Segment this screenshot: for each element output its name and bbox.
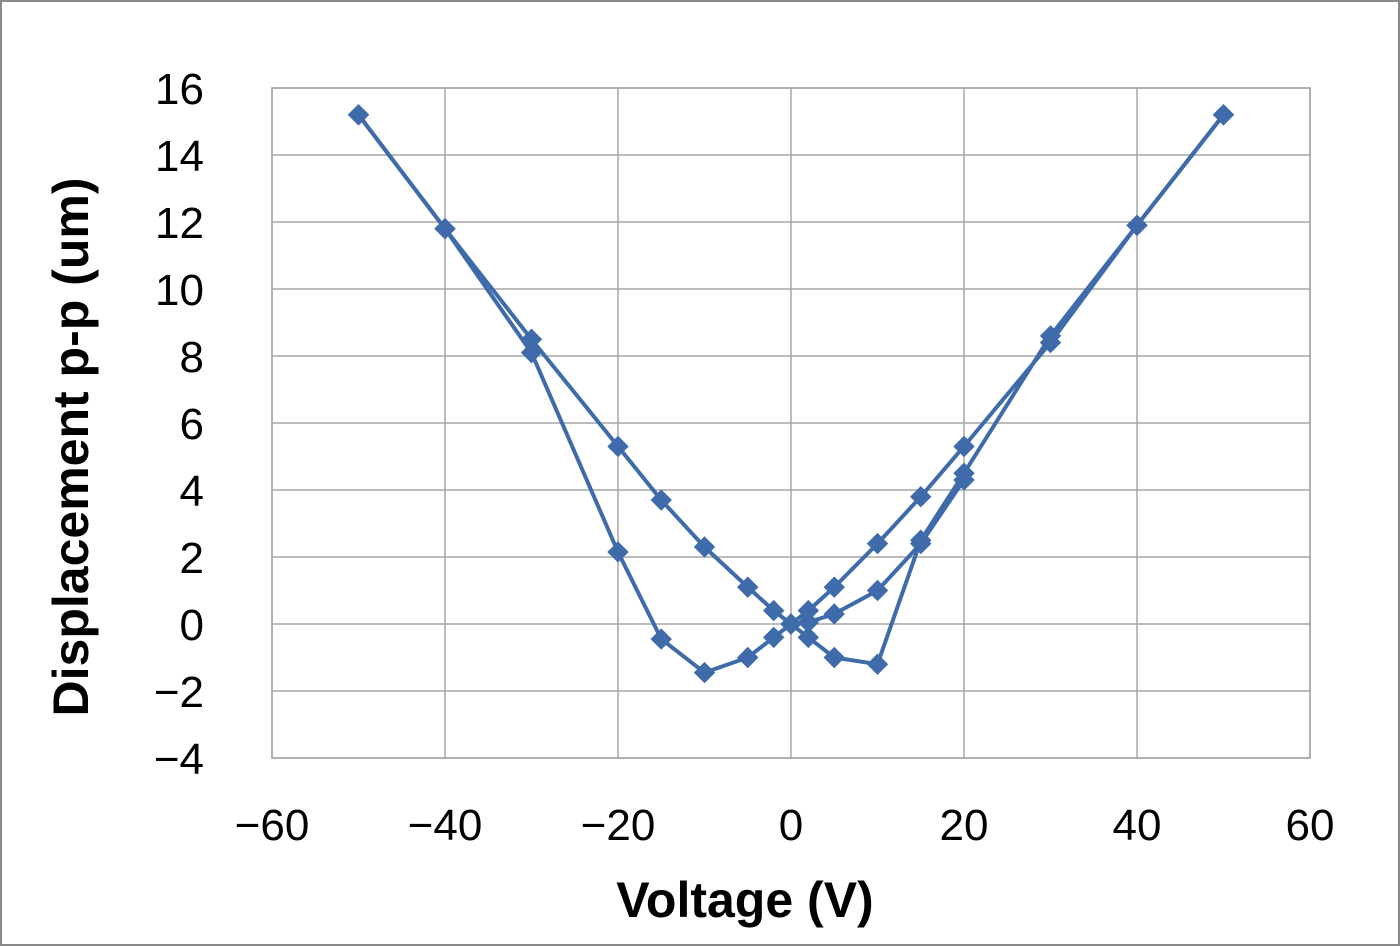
data-point-marker [693,536,716,558]
y-tick-labels: −4 −2 0 2 4 6 8 10 12 14 16 [154,65,204,784]
y-tick-label: 12 [155,199,204,248]
y-tick-label: 14 [155,132,204,181]
data-point-marker [347,104,370,126]
data-point-marker [866,653,889,675]
y-tick-label: −2 [154,668,204,717]
data-point-marker [1212,104,1235,126]
data-point-marker [762,626,785,649]
data-point-marker [434,217,456,240]
x-tick-label: 0 [779,801,803,850]
data-point-marker [953,469,975,491]
data-point-marker [797,611,820,634]
x-axis-title: Voltage (V) [616,872,873,928]
data-point-marker [823,576,845,598]
x-tick-label: −40 [408,801,483,850]
data-point-marker [953,435,975,458]
y-tick-label: 10 [155,266,204,315]
data-point-marker [737,576,759,598]
y-axis-title: Displacement p-p (um) [43,178,99,717]
data-point-marker [607,435,629,458]
x-tick-label: 60 [1286,801,1335,850]
y-tick-label: 0 [180,601,204,650]
y-tick-label: 16 [155,65,204,114]
data-point-marker [520,341,543,364]
y-tick-label: −4 [154,735,204,784]
data-point-marker [693,661,716,684]
data-point-marker [866,579,889,602]
x-tick-label: 40 [1113,801,1162,850]
data-point-marker [823,603,845,625]
data-point-marker [650,628,672,650]
data-point-marker [866,532,889,555]
y-tick-label: 4 [180,467,204,516]
x-tick-label: −60 [235,801,310,850]
data-point-marker [762,599,785,622]
data-point-marker [910,485,932,508]
x-tick-labels: −60 −40 −20 0 20 40 60 [235,801,1335,850]
data-point-marker [737,646,759,669]
y-tick-label: 8 [180,333,204,382]
data-point-marker [650,489,672,511]
data-point-marker [607,541,629,563]
y-tick-label: 6 [180,400,204,449]
data-point-marker [1039,331,1062,354]
data-point-marker [797,626,820,649]
x-tick-label: 20 [940,801,989,850]
data-point-marker [780,613,802,635]
x-tick-label: −20 [581,801,656,850]
data-series [347,104,1235,684]
data-point-marker [823,646,845,669]
data-point-marker [910,532,932,555]
y-tick-label: 2 [180,534,204,583]
data-point-marker [1126,214,1148,237]
